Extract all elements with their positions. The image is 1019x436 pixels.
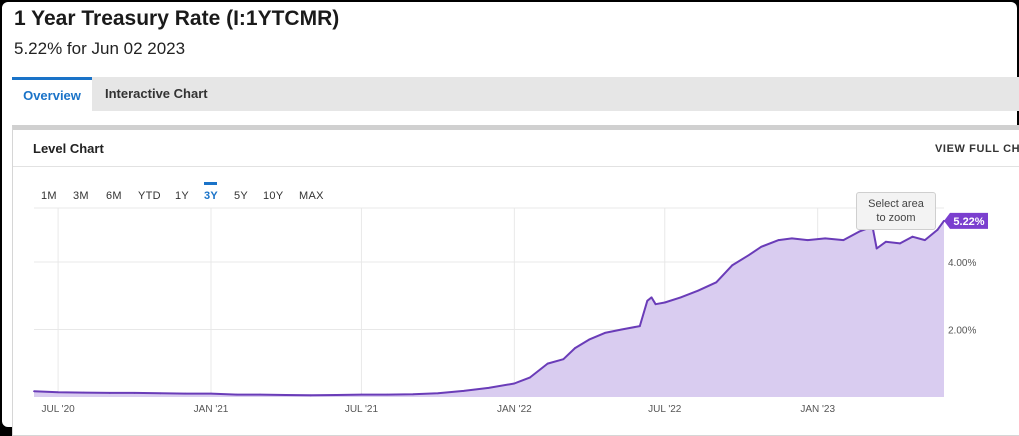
active-range-indicator — [204, 182, 217, 185]
range-button-ytd[interactable]: YTD — [138, 190, 161, 202]
tab-interactive-chart[interactable]: Interactive Chart — [105, 86, 208, 101]
range-button-5y[interactable]: 5Y — [234, 190, 249, 202]
tab-bar: Overview Interactive Chart — [12, 77, 1019, 111]
panel-header: Level Chart VIEW FULL CHA — [13, 130, 1019, 167]
panel-title: Level Chart — [33, 141, 104, 156]
tooltip-line-2: to zoom — [876, 212, 916, 224]
range-button-1m[interactable]: 1M — [41, 190, 57, 202]
page-title: 1 Year Treasury Rate (I:1YTCMR) — [14, 7, 340, 30]
range-button-10y[interactable]: 10Y — [263, 190, 284, 202]
current-rate: 5.22% for Jun 02 2023 — [14, 39, 186, 58]
zoom-tooltip: Select area to zoom — [856, 192, 936, 230]
range-button-3y[interactable]: 3Y — [204, 190, 219, 202]
range-button-3m[interactable]: 3M — [73, 190, 89, 202]
range-button-1y[interactable]: 1Y — [175, 190, 190, 202]
tab-overview[interactable]: Overview — [12, 77, 92, 111]
view-full-chart-link[interactable]: VIEW FULL CHA — [935, 143, 1019, 155]
range-button-max[interactable]: MAX — [299, 190, 324, 202]
range-button-6m[interactable]: 6M — [106, 190, 122, 202]
chart-zoom-area[interactable] — [34, 208, 944, 397]
tooltip-line-1: Select area — [868, 198, 924, 210]
